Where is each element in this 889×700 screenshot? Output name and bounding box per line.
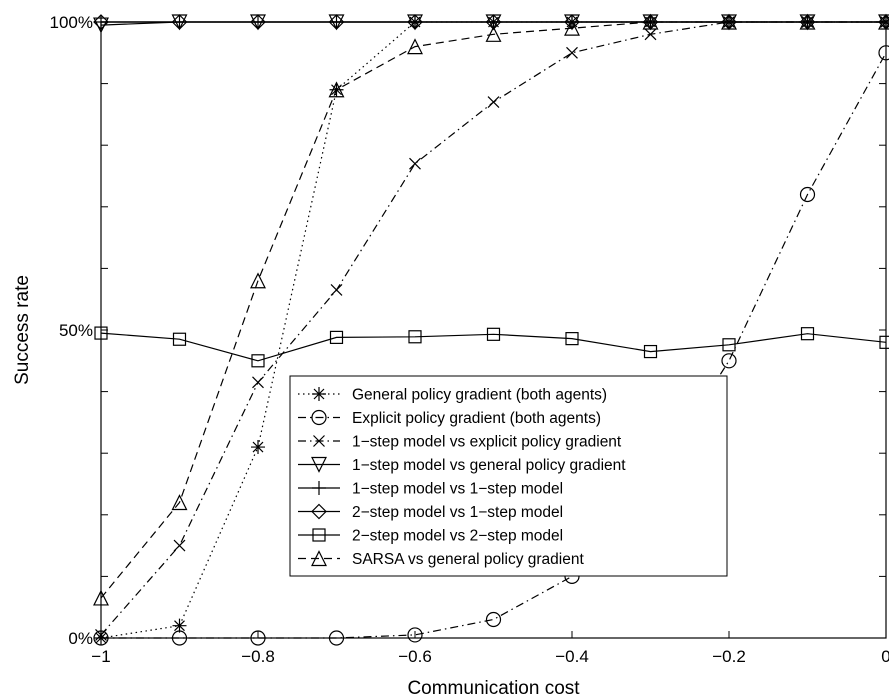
- data-point: [721, 353, 737, 369]
- data-point: [93, 630, 109, 646]
- data-point: [799, 13, 816, 30]
- data-point: [171, 630, 188, 646]
- data-point: [800, 327, 815, 341]
- data-point: [407, 38, 423, 55]
- y-tick-label: 50%: [59, 321, 93, 340]
- series-line: [101, 52, 887, 639]
- data-point: [721, 13, 737, 30]
- data-point: [172, 618, 187, 633]
- legend-entry: General policy gradient (both agents): [298, 387, 607, 404]
- legend-label: 1−step model vs explicit policy gradient: [352, 434, 622, 451]
- legend-entry: Explicit policy gradient (both agents): [298, 409, 601, 427]
- x-tick-label: −0.8: [241, 647, 275, 666]
- tick-labels: −1 −0.8 −0.6 −0.4 −0.2 0 0% 50% 100%: [50, 13, 889, 666]
- data-point: [409, 157, 421, 170]
- data-point: [644, 28, 657, 41]
- legend-label: 2−step model vs 2−step model: [352, 528, 563, 545]
- x-tick-label: −0.6: [398, 647, 432, 666]
- data-point: [171, 14, 188, 30]
- data-point: [252, 376, 264, 389]
- y-tick-label: 0%: [68, 629, 93, 648]
- data-point: [564, 14, 580, 30]
- data-point: [328, 14, 345, 30]
- data-point: [407, 627, 423, 643]
- legend-marker: [312, 528, 326, 542]
- data-point: [250, 14, 266, 30]
- x-tick-label: 0: [881, 647, 889, 666]
- legend-marker: [311, 456, 327, 473]
- legend-label: Explicit policy gradient (both agents): [352, 410, 601, 427]
- y-axis-label: Success rate: [12, 275, 33, 385]
- legend-marker: [312, 387, 326, 401]
- data-point: [328, 81, 345, 98]
- x-tick-label: −0.4: [555, 647, 589, 666]
- y-tick-label: 100%: [50, 13, 93, 32]
- data-point: [878, 13, 889, 30]
- data-point: [172, 332, 187, 346]
- legend-marker: [312, 481, 326, 495]
- data-point: [564, 19, 580, 36]
- legend-entry: 2−step model vs 1−step model: [298, 503, 563, 521]
- legend-label: General policy gradient (both agents): [352, 387, 607, 404]
- data-point: [485, 25, 502, 42]
- data-point: [643, 344, 658, 359]
- legend-marker: [311, 409, 327, 426]
- x-tick-label: −1: [91, 647, 110, 666]
- data-point: [173, 539, 186, 552]
- data-point: [330, 284, 343, 296]
- data-point: [95, 628, 107, 641]
- legend-marker: [311, 550, 327, 567]
- data-point: [722, 338, 736, 352]
- legend-entry: 1−step model vs explicit policy gradient: [298, 434, 622, 451]
- data-point: [251, 354, 265, 368]
- legend-label: 1−step model vs 1−step model: [352, 481, 563, 498]
- legend-marker: [313, 435, 325, 447]
- data-point: [328, 630, 345, 646]
- legend-box: [289, 375, 728, 577]
- series-line: [100, 21, 886, 599]
- data-point: [94, 326, 108, 340]
- series-8: [93, 13, 889, 606]
- series-line: [100, 332, 887, 362]
- legend-label: SARSA vs general policy gradient: [352, 551, 584, 568]
- data-point: [329, 330, 344, 344]
- data-point: [251, 440, 265, 455]
- data-point: [878, 45, 889, 61]
- data-point: [487, 96, 500, 109]
- legend-entry: 1−step model vs 1−step model: [298, 481, 563, 498]
- series-6: [93, 14, 889, 30]
- legend-entry: SARSA vs general policy gradient: [298, 550, 584, 568]
- series-layer: [93, 13, 889, 646]
- series-7: [94, 326, 889, 368]
- legend: General policy gradient (both agents) Exp…: [289, 375, 728, 577]
- x-axis-label: Communication cost: [407, 678, 580, 699]
- x-tick-label: −0.2: [712, 647, 746, 666]
- legend-label: 2−step model vs 1−step model: [352, 504, 563, 521]
- legend-label: 1−step model vs general policy gradient: [352, 457, 626, 474]
- data-point: [565, 332, 579, 346]
- legend-marker: [311, 503, 327, 520]
- data-point: [566, 46, 578, 59]
- data-point: [485, 14, 502, 30]
- data-point: [799, 186, 816, 203]
- legend-entry: 1−step model vs general policy gradient: [298, 456, 626, 474]
- data-point: [879, 335, 889, 349]
- data-point: [93, 589, 109, 606]
- legend-entry: 2−step model vs 2−step model: [298, 528, 563, 545]
- data-point: [485, 611, 502, 628]
- data-point: [486, 327, 501, 341]
- data-point: [408, 330, 422, 344]
- data-point: [250, 630, 266, 646]
- data-point: [642, 13, 659, 30]
- data-point: [250, 272, 266, 289]
- data-point: [171, 494, 188, 511]
- data-point: [93, 14, 109, 30]
- data-point: [407, 14, 423, 30]
